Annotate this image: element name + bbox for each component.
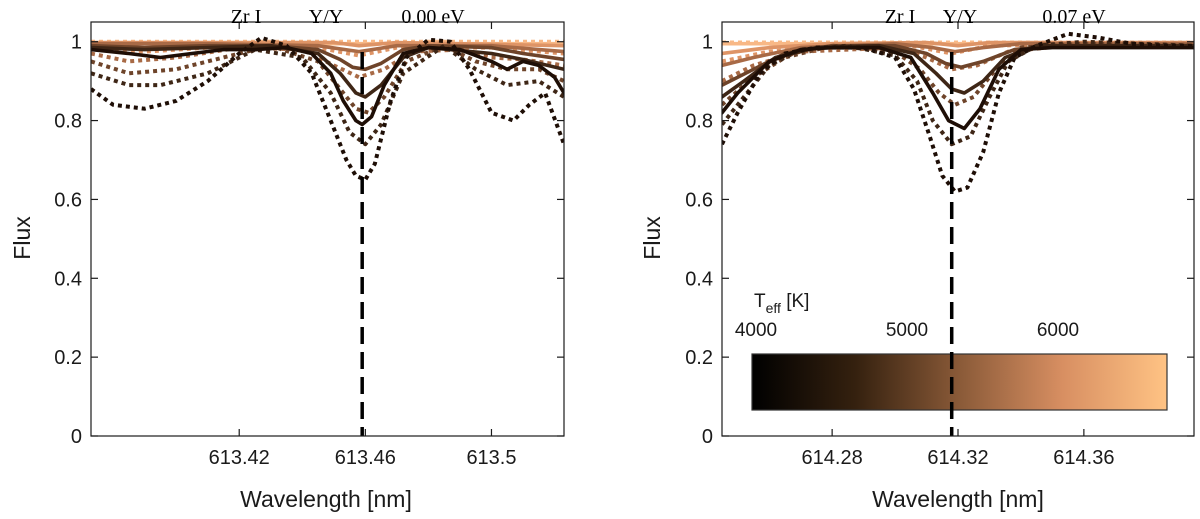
left-ticks-layer: 0 0.2 0.4 0.6 0.8 1 613.42 613.46 613.5 — [54, 22, 564, 469]
left-element-label: Zr I — [231, 6, 262, 28]
left-y-tick-label: 0.2 — [54, 347, 82, 369]
right-y-axis-title: Flux — [639, 216, 665, 260]
right-series-6000k-solid — [722, 40, 1194, 56]
colorbar-tick-label: 6000 — [1037, 320, 1079, 341]
left-excitation-label: 0.00 eV — [401, 6, 465, 28]
left-series-layer — [91, 35, 564, 182]
left-y-tick-label: 0 — [71, 426, 82, 448]
left-series-5000k-dotted — [91, 43, 564, 115]
right-x-axis-title: Wavelength [nm] — [872, 486, 1044, 512]
right-series-4500k-dotted — [722, 39, 1194, 147]
left-series-4500k-solid — [91, 43, 564, 99]
right-y-tick-label: 0 — [702, 426, 713, 448]
right-y-tick-label: 0.4 — [685, 268, 713, 290]
left-y-tick-label: 1 — [71, 32, 82, 54]
left-series-6000k-solid — [91, 40, 564, 48]
right-series-5000k-dotted — [722, 41, 1194, 107]
right-x-tick-label: 614.28 — [802, 447, 863, 469]
right-y-tick-label: 0.6 — [685, 189, 713, 211]
right-element-label: Zr I — [885, 6, 916, 28]
right-panel: Teff [K] 4000 5000 6000 0 0.2 0.4 0.6 0.8 1 61… — [639, 6, 1195, 512]
left-series-4000k-solid — [91, 45, 564, 127]
left-x-tick-label: 613.42 — [209, 447, 270, 469]
right-ratio-label: Y/Y — [943, 6, 977, 28]
left-y-axis-title: Flux — [9, 216, 35, 260]
colorbar-tick-label: 5000 — [886, 320, 928, 341]
left-y-tick-label: 0.8 — [54, 111, 82, 133]
left-x-tick-label: 613.5 — [466, 447, 516, 469]
right-plot-frame — [721, 21, 1195, 437]
right-y-tick-label: 0.2 — [685, 347, 713, 369]
colorbar-gradient — [751, 353, 1168, 411]
left-series-5500k-solid — [91, 41, 564, 54]
right-y-tick-label: 0.8 — [685, 111, 713, 133]
right-x-tick-label: 614.36 — [1053, 447, 1114, 469]
left-x-tick-label: 613.46 — [335, 447, 396, 469]
right-x-tick-label: 614.32 — [927, 447, 988, 469]
left-panel: 0 0.2 0.4 0.6 0.8 1 613.42 613.46 613.5 Zr I Y/Y… — [9, 6, 565, 512]
right-y-tick-label: 1 — [702, 32, 713, 54]
colorbar-tick-label: 4000 — [735, 320, 777, 341]
right-excitation-label: 0.07 eV — [1042, 6, 1106, 28]
colorbar: Teff [K] 4000 5000 6000 — [735, 291, 1168, 411]
left-plot-frame — [90, 21, 565, 437]
right-series-4000k-dotted — [722, 31, 1194, 194]
right-series-4000k-solid — [722, 45, 1194, 131]
left-x-axis-title: Wavelength [nm] — [240, 486, 412, 512]
left-y-tick-label: 0.6 — [54, 189, 82, 211]
left-ratio-label: Y/Y — [309, 6, 343, 28]
right-series-5500k-solid — [722, 41, 1194, 68]
left-y-tick-label: 0.4 — [54, 268, 82, 290]
colorbar-title: Teff [K] — [754, 291, 809, 316]
right-series-layer — [722, 31, 1194, 194]
right-ticks-layer: 0 0.2 0.4 0.6 0.8 1 614.28 614.32 614.36 — [685, 22, 1194, 469]
